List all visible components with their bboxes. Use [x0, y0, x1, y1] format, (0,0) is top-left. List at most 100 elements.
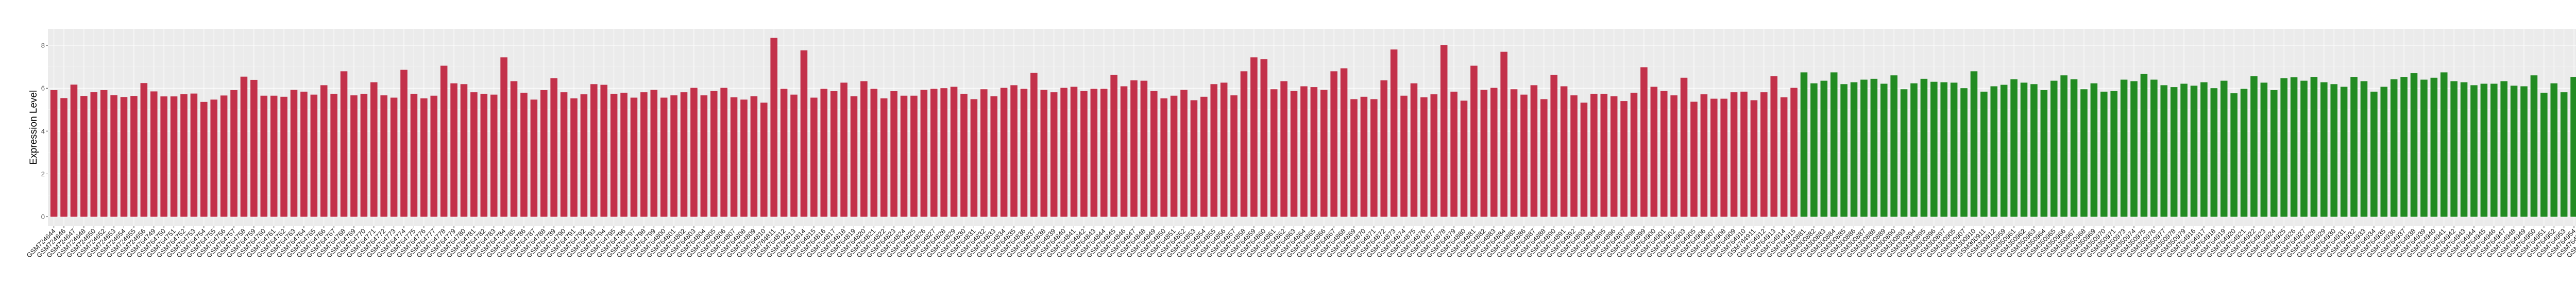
bar	[1450, 91, 1458, 217]
bar	[870, 88, 878, 217]
bar	[1160, 98, 1167, 217]
bar	[1070, 87, 1078, 217]
bar	[770, 38, 777, 217]
bar	[1150, 91, 1158, 217]
bar	[2170, 87, 2178, 217]
bar	[1410, 83, 1418, 217]
bar	[2180, 84, 2188, 217]
bar	[1270, 89, 1278, 217]
bar	[690, 88, 698, 217]
bar	[760, 102, 768, 217]
bar	[290, 90, 298, 217]
bar	[1330, 71, 1337, 217]
bar	[1440, 45, 1448, 217]
bar	[1990, 86, 1998, 217]
bar	[670, 95, 677, 217]
bar	[2410, 73, 2418, 217]
bar	[560, 92, 568, 217]
bar	[1130, 80, 1138, 217]
bar	[490, 94, 498, 217]
bar	[450, 83, 457, 217]
bar	[1840, 84, 1848, 217]
bar	[340, 71, 348, 217]
bar	[2120, 79, 2128, 217]
bar	[1630, 92, 1638, 217]
bar	[1230, 95, 1238, 217]
bar	[610, 93, 618, 217]
bar	[2070, 79, 2078, 217]
bar	[550, 78, 557, 217]
bar	[2050, 80, 2058, 217]
bar	[940, 88, 947, 217]
bar	[1810, 83, 1818, 217]
bar	[1240, 71, 1248, 217]
bar	[1820, 80, 1828, 217]
bar	[2500, 81, 2507, 217]
bar	[950, 87, 958, 217]
bar	[1710, 98, 1718, 217]
bar	[1340, 68, 1348, 217]
bar	[1980, 91, 1988, 217]
bar	[390, 97, 398, 217]
bar	[360, 93, 368, 217]
bar	[1890, 75, 1897, 217]
bar	[1500, 52, 1507, 217]
bar	[80, 96, 88, 217]
bar	[1700, 94, 1708, 217]
bar	[400, 70, 408, 217]
bar	[2250, 76, 2258, 217]
bar	[1390, 49, 1398, 217]
bar	[2310, 77, 2318, 217]
bar	[70, 85, 78, 217]
bar	[420, 98, 428, 217]
bar	[2230, 93, 2238, 217]
bar	[2040, 90, 2048, 217]
bar	[1140, 80, 1148, 217]
y-axis-title: Expression Level	[28, 90, 39, 165]
bar	[1870, 78, 1878, 217]
bar	[1210, 84, 1218, 217]
bar	[370, 82, 378, 217]
bar	[1200, 96, 1208, 217]
bar	[580, 94, 588, 217]
bar	[860, 81, 868, 217]
bar	[440, 65, 448, 217]
bar	[1110, 74, 1117, 217]
bar	[2150, 79, 2158, 217]
bar	[1730, 92, 1738, 217]
bar	[890, 91, 897, 217]
bar	[2270, 90, 2278, 217]
bar	[430, 95, 438, 217]
bar	[1100, 88, 1108, 217]
bar	[1480, 90, 1488, 217]
bar	[270, 95, 278, 217]
bar	[1550, 74, 1558, 217]
bar	[720, 88, 727, 217]
bar	[1560, 86, 1568, 217]
bar	[1030, 73, 1038, 217]
bar	[1520, 94, 1528, 217]
bar	[1400, 95, 1408, 217]
bar	[900, 95, 908, 217]
bar	[620, 92, 628, 217]
bar	[2210, 88, 2218, 217]
bar	[2100, 91, 2108, 217]
bar	[220, 95, 228, 217]
bar	[2000, 85, 2008, 217]
bar	[1360, 96, 1368, 217]
bar	[2290, 77, 2298, 217]
bar	[1950, 82, 1958, 217]
bar	[1530, 85, 1538, 217]
bar	[1620, 101, 1628, 217]
bars	[50, 38, 2576, 217]
bar	[2320, 82, 2328, 217]
bar	[2240, 88, 2248, 217]
bar	[530, 99, 538, 217]
bar	[110, 95, 117, 217]
bar	[2390, 79, 2398, 217]
bar	[2430, 77, 2438, 217]
bar	[1750, 100, 1758, 217]
bar	[2490, 84, 2498, 217]
bar	[180, 94, 188, 217]
